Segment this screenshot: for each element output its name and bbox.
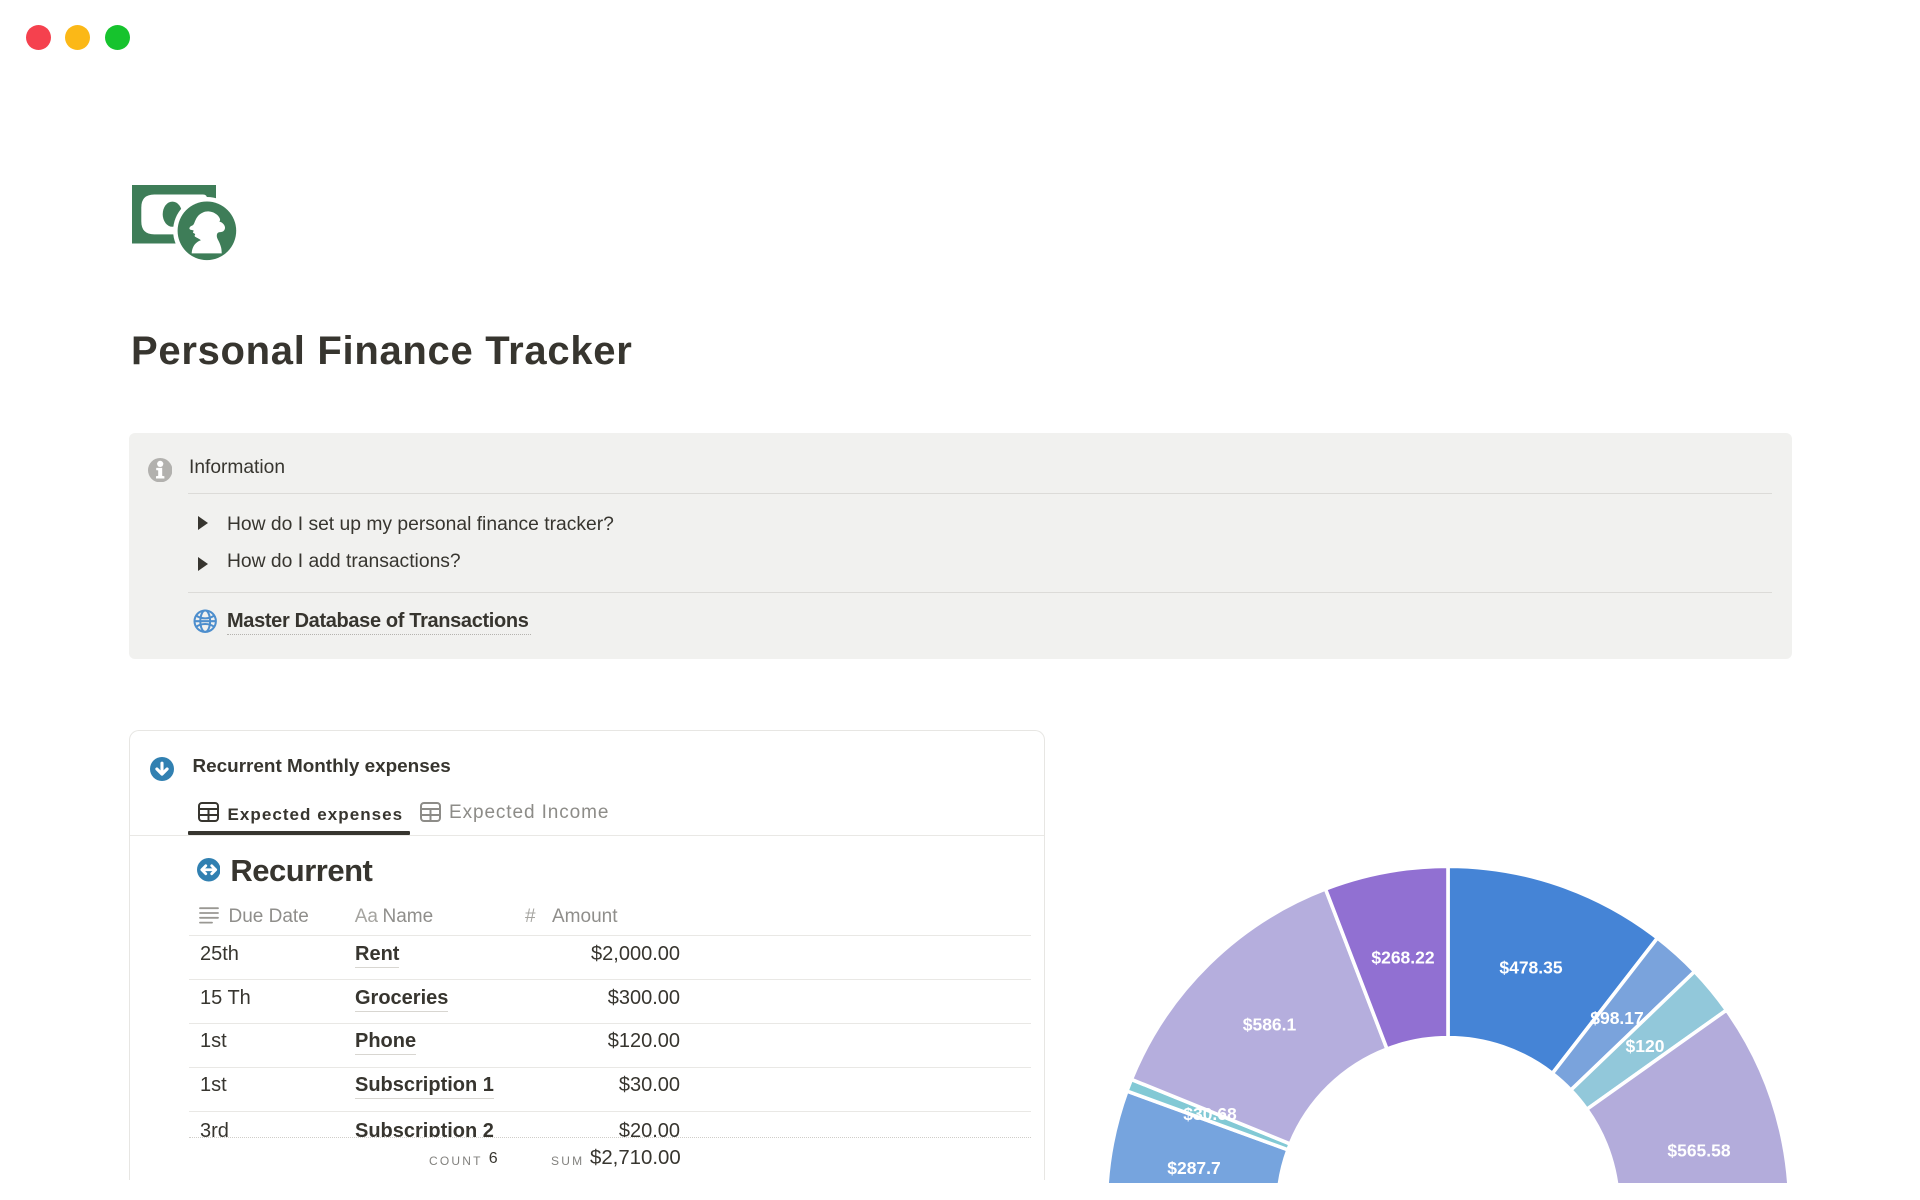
svg-text:$120: $120	[1626, 1036, 1665, 1056]
svg-text:$30.68: $30.68	[1183, 1104, 1237, 1124]
svg-text:$478.35: $478.35	[1499, 957, 1563, 977]
svg-text:$287.7: $287.7	[1167, 1158, 1221, 1178]
svg-text:$586.1: $586.1	[1243, 1014, 1297, 1034]
svg-text:$98.17: $98.17	[1590, 1008, 1644, 1028]
svg-text:$268.22: $268.22	[1371, 947, 1435, 967]
svg-text:$565.58: $565.58	[1667, 1140, 1731, 1160]
